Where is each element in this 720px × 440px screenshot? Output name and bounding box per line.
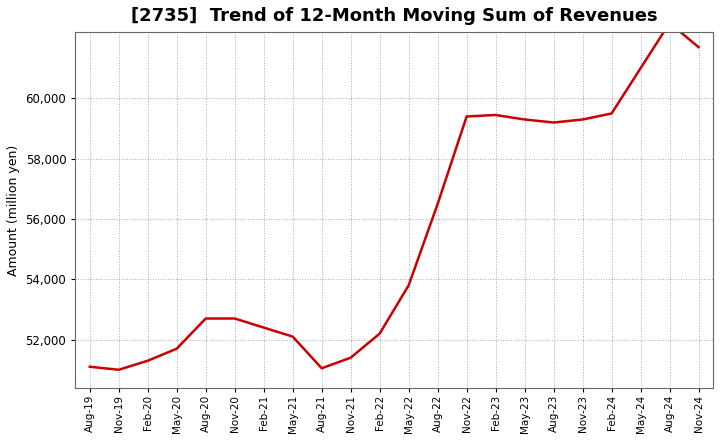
Title: [2735]  Trend of 12-Month Moving Sum of Revenues: [2735] Trend of 12-Month Moving Sum of R… <box>131 7 657 25</box>
Y-axis label: Amount (million yen): Amount (million yen) <box>7 144 20 275</box>
